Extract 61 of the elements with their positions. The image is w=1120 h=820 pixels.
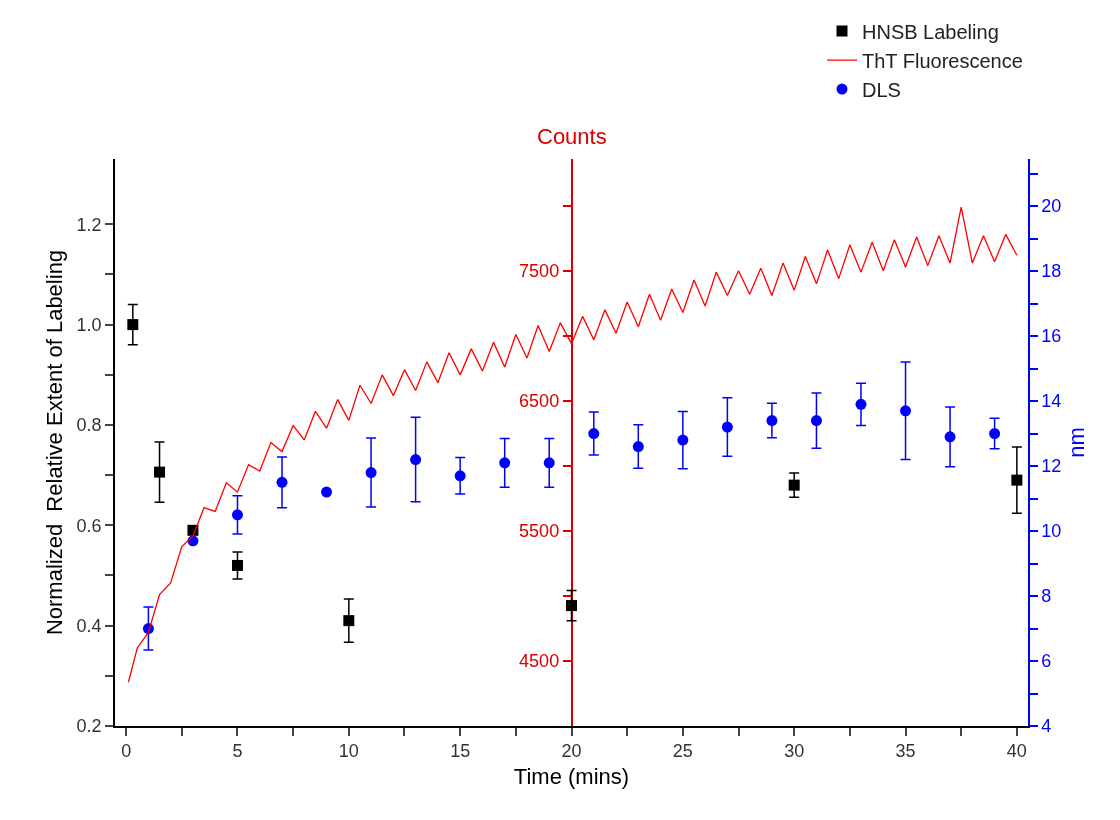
y2-tick-label: 14 xyxy=(1041,391,1062,412)
point xyxy=(788,479,800,491)
x-tick-label: 30 xyxy=(784,741,805,762)
y2-tick-label: 6 xyxy=(1041,651,1052,672)
point xyxy=(588,428,600,440)
x-tick-label: 0 xyxy=(121,741,132,762)
x-tick-label: 40 xyxy=(1006,741,1027,762)
y-tick-label: 1.0 xyxy=(76,314,102,335)
y2-tick-label: 20 xyxy=(1041,196,1062,217)
point xyxy=(766,415,778,427)
point xyxy=(410,454,422,466)
point xyxy=(321,486,333,498)
y-axis-title: Normalized Relative Extent of Labeling xyxy=(41,249,67,636)
line-series xyxy=(127,206,1018,684)
x-tick-label: 10 xyxy=(338,741,359,762)
y2-axis-title: nm xyxy=(1063,427,1089,458)
point xyxy=(231,559,243,571)
point xyxy=(365,467,377,479)
point xyxy=(900,405,912,417)
y-tick-label: 0.8 xyxy=(76,415,102,436)
y2-tick-label: 18 xyxy=(1041,261,1062,282)
y2-tick-label: 16 xyxy=(1041,326,1062,347)
point xyxy=(154,466,166,478)
x-tick-label: 20 xyxy=(561,741,582,762)
point xyxy=(127,319,139,331)
point xyxy=(499,457,511,469)
x-tick-label: 25 xyxy=(672,741,693,762)
point xyxy=(454,470,466,482)
point xyxy=(677,434,689,446)
point xyxy=(855,398,867,410)
y-tick-label: 0.4 xyxy=(76,615,102,636)
y3-tick-label: 4500 xyxy=(519,651,560,672)
point xyxy=(343,615,355,627)
y2-tick-label: 12 xyxy=(1041,456,1062,477)
y-tick-label: 1.2 xyxy=(76,214,102,235)
x-axis-title: Time (mins) xyxy=(513,763,630,789)
y3-axis-title: Counts xyxy=(537,124,607,149)
y3-tick-label: 5500 xyxy=(519,521,560,542)
x-tick-label: 15 xyxy=(450,741,471,762)
point xyxy=(566,600,577,612)
point xyxy=(632,441,644,453)
x-tick-label: 35 xyxy=(895,741,916,762)
y3-tick-label: 6500 xyxy=(519,391,560,412)
y-tick-label: 0.2 xyxy=(76,716,102,737)
legend-label: ThT Fluorescence xyxy=(862,49,1023,72)
point xyxy=(276,476,288,488)
y2-tick-label: 10 xyxy=(1041,521,1062,542)
y-tick-label: 0.6 xyxy=(76,515,102,536)
x-tick-label: 5 xyxy=(232,741,243,762)
point xyxy=(989,428,1001,440)
y2-tick-label: 4 xyxy=(1041,716,1052,737)
point xyxy=(944,431,956,443)
y3-tick-label: 7500 xyxy=(519,261,560,282)
legend-label: DLS xyxy=(862,78,901,101)
y2-tick-label: 8 xyxy=(1041,586,1052,607)
point xyxy=(231,509,243,521)
point xyxy=(543,457,555,469)
point xyxy=(1011,474,1023,486)
point xyxy=(810,415,822,427)
legend-label: HNSB Labeling xyxy=(862,20,999,43)
point xyxy=(721,421,733,433)
